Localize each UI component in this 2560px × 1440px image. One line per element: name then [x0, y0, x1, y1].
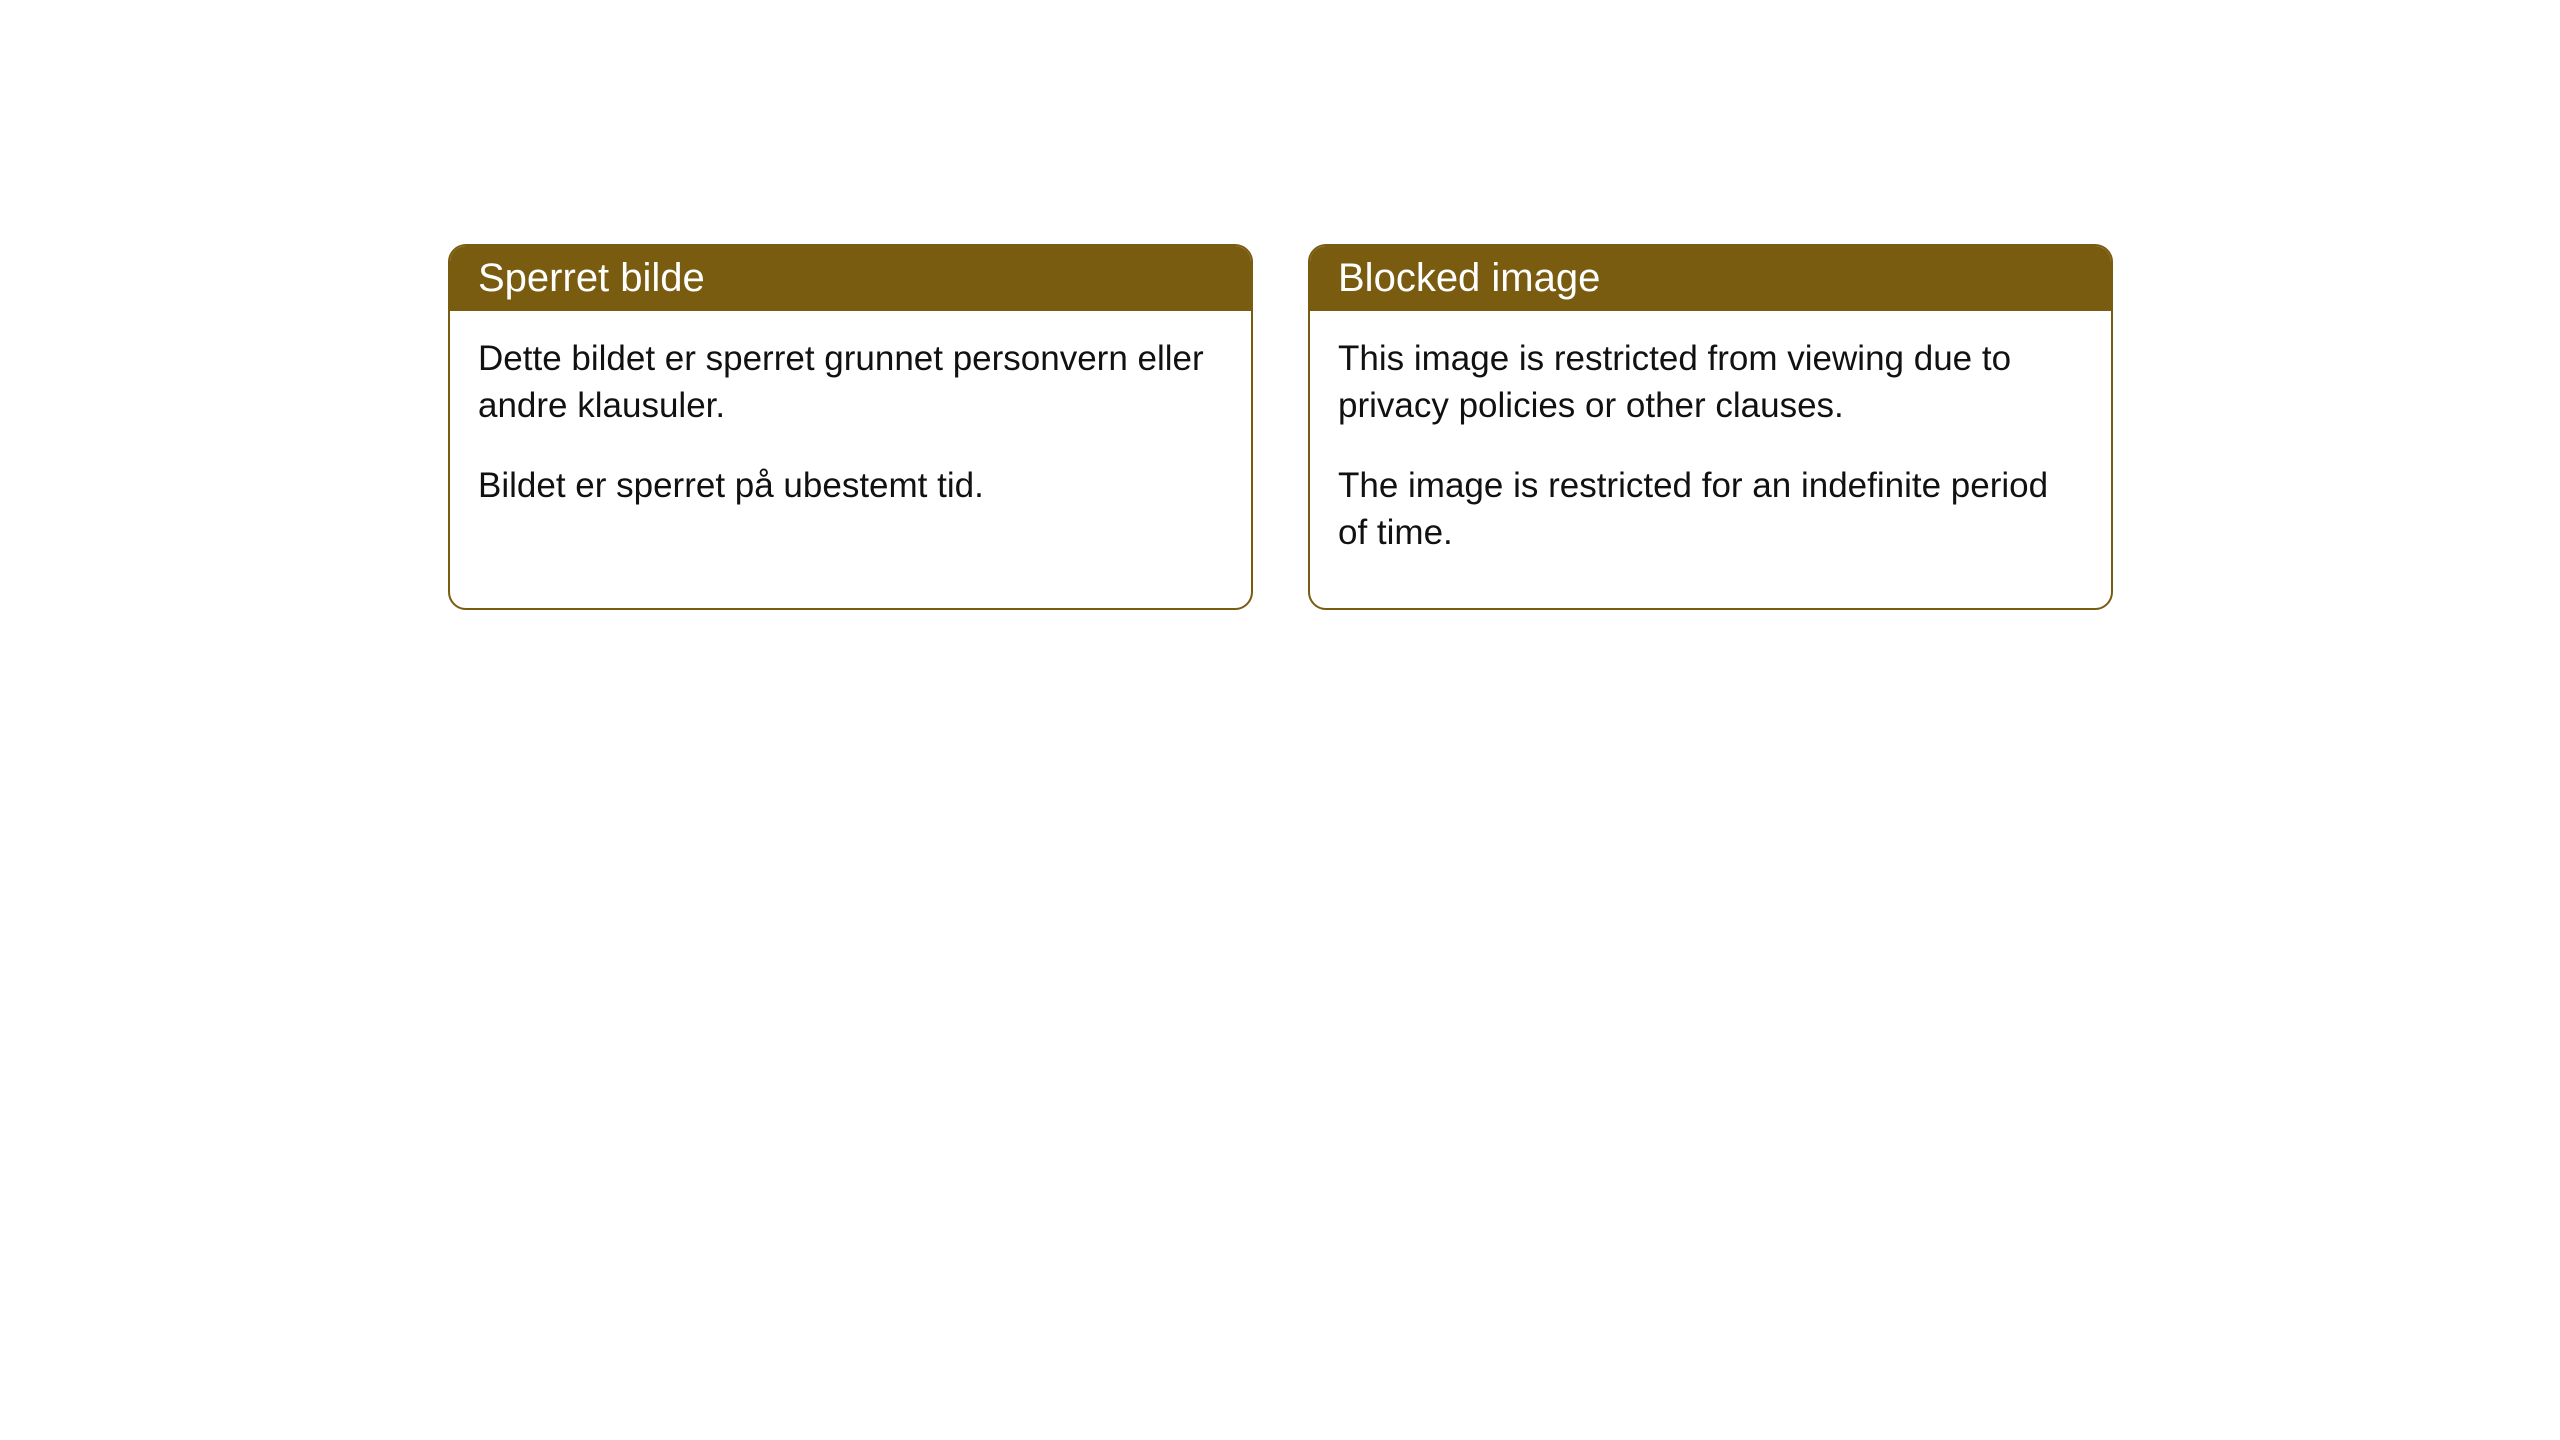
card-title: Blocked image: [1338, 256, 1600, 300]
card-body: This image is restricted from viewing du…: [1310, 311, 2111, 608]
card-title: Sperret bilde: [478, 256, 705, 300]
notice-card-english: Blocked image This image is restricted f…: [1308, 244, 2113, 610]
card-paragraph: This image is restricted from viewing du…: [1338, 335, 2083, 430]
card-paragraph: Dette bildet er sperret grunnet personve…: [478, 335, 1223, 430]
card-body: Dette bildet er sperret grunnet personve…: [450, 311, 1251, 561]
notice-card-norwegian: Sperret bilde Dette bildet er sperret gr…: [448, 244, 1253, 610]
notice-cards-container: Sperret bilde Dette bildet er sperret gr…: [448, 244, 2113, 610]
card-header: Blocked image: [1310, 246, 2111, 311]
card-header: Sperret bilde: [450, 246, 1251, 311]
card-paragraph: The image is restricted for an indefinit…: [1338, 462, 2083, 557]
card-paragraph: Bildet er sperret på ubestemt tid.: [478, 462, 1223, 509]
